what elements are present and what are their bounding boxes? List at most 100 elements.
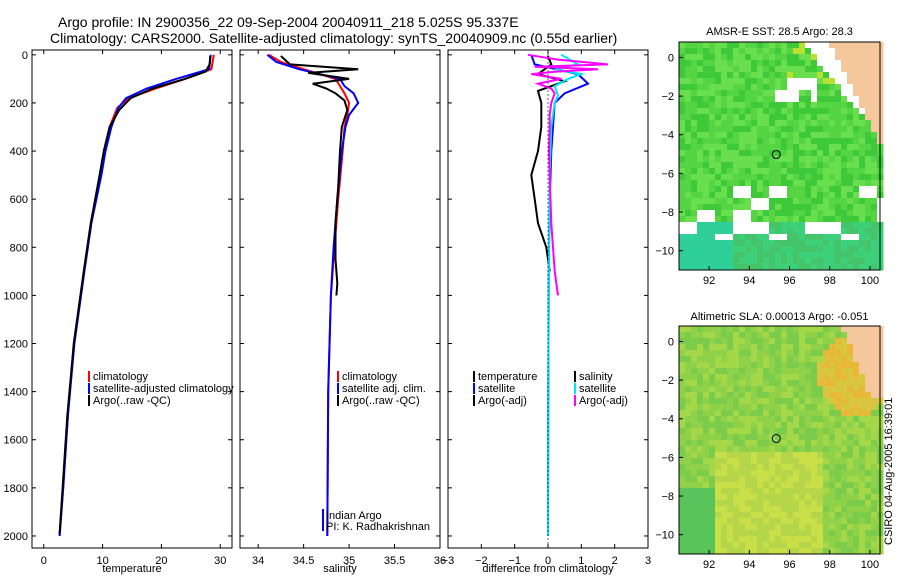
map-cell: [697, 72, 704, 79]
map-cell: [811, 90, 818, 97]
map-cell: [853, 162, 860, 169]
map-cell: [841, 344, 848, 351]
map-cell: [841, 422, 848, 429]
map-cell: [859, 180, 866, 187]
map-cell: [679, 404, 686, 411]
map-cell: [799, 72, 806, 79]
map-cell: [745, 234, 752, 241]
map-cell: [805, 120, 812, 127]
map-cell: [745, 422, 752, 429]
map-cell: [763, 132, 770, 139]
map-cell: [787, 416, 794, 423]
map-cell: [775, 138, 782, 145]
map-cell: [871, 48, 878, 55]
map-cell: [763, 198, 770, 205]
map-cell: [829, 416, 836, 423]
map-cell: [745, 246, 752, 253]
map-cell: [769, 476, 776, 483]
map-cell: [775, 542, 782, 549]
y-tick-label: 400: [10, 146, 28, 158]
map-cell: [859, 252, 866, 259]
map-cell: [751, 138, 758, 145]
map-cell: [727, 198, 734, 205]
map-cell: [769, 54, 776, 61]
map-cell: [721, 380, 728, 387]
map-cell: [703, 96, 710, 103]
map-cell: [841, 350, 848, 357]
map-cell: [721, 222, 728, 229]
map-cell: [811, 374, 818, 381]
map-cell: [733, 264, 740, 271]
map-cell: [679, 440, 686, 447]
map-cell: [817, 246, 824, 253]
map-cell: [727, 380, 734, 387]
map-cell: [823, 126, 830, 133]
map-cell: [733, 488, 740, 495]
map-cell: [847, 252, 854, 259]
map-cell: [709, 482, 716, 489]
map-cell: [805, 326, 812, 333]
map-cell: [811, 464, 818, 471]
map-cell: [763, 156, 770, 163]
map-cell: [829, 102, 836, 109]
map-cell: [871, 422, 878, 429]
map-cell: [811, 548, 818, 555]
map-cell: [841, 488, 848, 495]
map-cell: [805, 374, 812, 381]
salinity-x-tick-label: 34: [252, 555, 264, 567]
map-cell: [751, 198, 758, 205]
map-cell: [691, 150, 698, 157]
map-cell: [745, 356, 752, 363]
map-cell: [745, 150, 752, 157]
map-cell: [817, 422, 824, 429]
map-cell: [823, 398, 830, 405]
map-cell: [811, 506, 818, 513]
map-cell: [793, 380, 800, 387]
map-cell: [709, 398, 716, 405]
map-cell: [685, 428, 692, 435]
map-cell: [709, 440, 716, 447]
map-cell: [823, 228, 830, 235]
map-cell: [865, 356, 872, 363]
map-cell: [679, 246, 686, 253]
map-cell: [709, 156, 716, 163]
y-tick-label: 2000: [4, 531, 28, 543]
map-cell: [829, 446, 836, 453]
map-cell: [727, 192, 734, 199]
map-cell: [751, 168, 758, 175]
map-cell: [769, 204, 776, 211]
map-cell: [871, 548, 878, 555]
map-cell: [817, 132, 824, 139]
map-cell: [817, 416, 824, 423]
map-cell: [799, 210, 806, 217]
difference-x-tick-label: −1: [508, 555, 521, 567]
map-cell: [685, 114, 692, 121]
map-cell: [829, 234, 836, 241]
map-cell: [709, 246, 716, 253]
map-cell: [811, 488, 818, 495]
map-cell: [691, 144, 698, 151]
temperature-xlabel: temperature: [102, 563, 161, 575]
map-cell: [817, 410, 824, 417]
map-cell: [763, 204, 770, 211]
map-cell: [823, 120, 830, 127]
map-cell: [763, 66, 770, 73]
map-cell: [793, 470, 800, 477]
map-cell: [859, 222, 866, 229]
map-cell: [769, 198, 776, 205]
map-cell: [853, 102, 860, 109]
map-cell: [793, 362, 800, 369]
map-cell: [697, 482, 704, 489]
map-cell: [709, 410, 716, 417]
map-cell: [691, 84, 698, 91]
map-cell: [775, 476, 782, 483]
map-cell: [817, 386, 824, 393]
map-cell: [841, 156, 848, 163]
map-cell: [751, 42, 758, 49]
map-cell: [865, 392, 872, 399]
map-cell: [865, 120, 872, 127]
map-cell: [691, 126, 698, 133]
map-cell: [805, 72, 812, 79]
map-cell: [871, 246, 878, 253]
map-cell: [727, 482, 734, 489]
